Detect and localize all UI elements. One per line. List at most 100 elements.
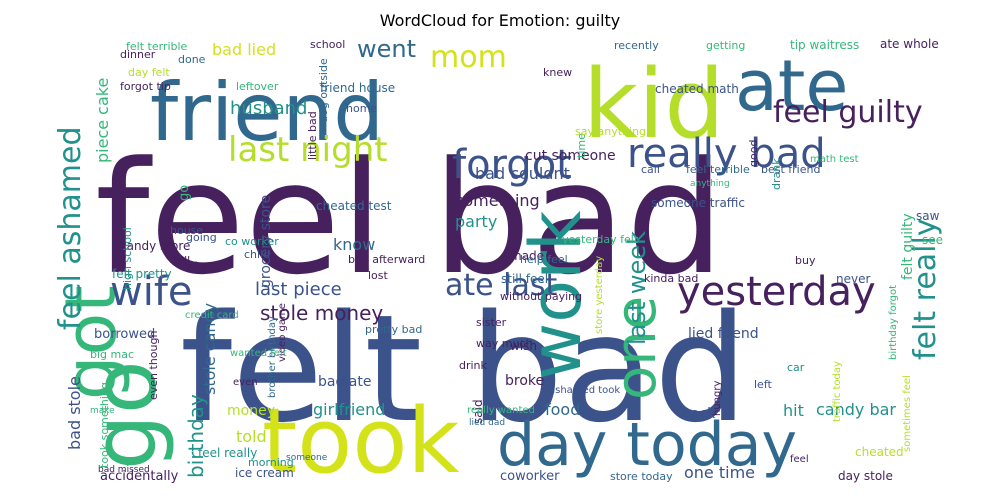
word-going: going [186,231,217,244]
word-stole-candy: stole candy [200,303,219,395]
word-drink: drink [459,359,488,372]
word-sister: sister [476,316,507,329]
word-bad-afterward: bad afterward [348,253,425,266]
word-felt-terrible: felt terrible [126,40,188,53]
word-made: made [510,249,544,263]
word-someone: someone [286,453,328,463]
word-cheated-test: cheated test [316,199,392,213]
word-traffic-today: traffic today [832,361,843,422]
word-hit: hit [783,401,804,420]
word-saw: saw [916,209,940,223]
word-day-felt: day felt [128,66,170,79]
word-ice-cream: ice cream [235,466,294,480]
word-one-time: one time [684,463,755,482]
word-car: car [787,361,805,374]
word-little-bad: little bad [306,111,319,160]
word-got: got [50,285,132,400]
word-bad-missed: bad missed [98,465,150,475]
word-wife: wife [110,269,193,315]
word-felt-pretty: felt pretty [112,267,172,281]
word-lied-dad: lied dad [469,418,505,428]
word-last-night: last night [228,130,388,170]
word-husband: husband [230,98,307,119]
word-even-though: even though [147,331,160,400]
word-ashamed-took: ashamed took [549,385,620,396]
word-feel-really: feel really [198,446,257,460]
word-party: party [455,212,497,231]
word-girlfriend: girlfriend [313,400,385,419]
word-pretty-bad: pretty bad [365,323,422,336]
word-school: school [310,38,345,51]
word-dog-outside: dog outside [317,58,330,123]
word-good: good [747,140,760,167]
word-ate-whole: ate whole [880,37,939,51]
word-forgot-tip: forgot tip [120,80,171,93]
word-knew: knew [543,66,572,79]
word-ate: ate [735,45,848,127]
word-yesterday-felt: yesterday felt [562,233,639,246]
word-took-something: took something [98,382,111,468]
word-store-today: store today [610,470,673,483]
word-candy-bar: candy bar [816,400,896,419]
word-birthday: birthday [184,394,208,478]
word-see: see [922,233,943,247]
word-said: said [471,399,485,424]
word-work: work [515,210,597,380]
word-friend: friend [150,66,384,159]
word-video-game: video game [277,303,288,362]
word-recently: recently [614,39,659,52]
word-bad-lied: bad lied [212,40,276,59]
word-last-week: last week [623,231,651,345]
word-hungry: hungry [712,381,723,416]
word-candy-store: candy store [120,239,190,253]
word-time: time [575,133,588,158]
word-bad-ate: bad ate [318,374,371,390]
word-wanted-felt: wanted felt [230,348,287,359]
word-felt-really: felt really [908,218,943,360]
word-feel-guilty: feel guilty [773,95,923,130]
word-friend-house: friend house [320,81,395,95]
word-drank: drank [770,158,783,190]
word-even: even [233,377,258,388]
word-day-stole: day stole [838,469,893,483]
word-someone-traffic: someone traffic [651,196,745,210]
word-left: left [754,378,773,391]
word-go: go [73,360,176,470]
word-help-feel: help feel [520,253,568,266]
word-told: told [236,427,267,446]
word-lost: lost [368,269,389,282]
word-feel-bad: feel bad [95,128,724,309]
wordcloud-title: WordCloud for Emotion: guilty [379,11,621,30]
word-wish: wish [510,339,537,353]
word-bad-stole: bad stole [65,376,84,450]
word-without-paying: without paying [500,290,582,303]
word-coworker: coworker [500,469,560,484]
word-stole-money: stole money [260,301,383,325]
word-anything: anything [690,179,730,189]
word-cheated-math: cheated math [655,82,739,96]
word-know: know [333,235,375,254]
word-really-wanted: really wanted [467,405,535,416]
word-house: house [170,224,203,237]
word-high-school: high school [121,227,134,290]
word-morning: morning [248,456,294,469]
word-back: back [682,406,716,422]
word-bad-couldnt: bad couldnt [475,164,570,183]
word-make: make [90,406,115,416]
word-food: food [545,400,580,419]
word-big: big [187,260,206,274]
word-birthday-forgot: birthday forgot [888,285,899,360]
word-home: home [346,102,377,115]
word-yesterday: yesterday [677,269,876,315]
word-felt-bad: felt bad [180,283,748,455]
word-lied-friend: lied friend [688,326,759,342]
word-math-test: math test [810,154,859,165]
word-cut-someone: cut someone [525,148,616,164]
word-took: took [262,389,460,494]
word-leftover: leftover [236,80,279,93]
word-forgot: forgot [452,142,572,188]
word-ate-last: ate last [445,268,557,303]
word-went: went [357,35,416,63]
word-sometimes-feel: sometimes feel [902,375,913,452]
